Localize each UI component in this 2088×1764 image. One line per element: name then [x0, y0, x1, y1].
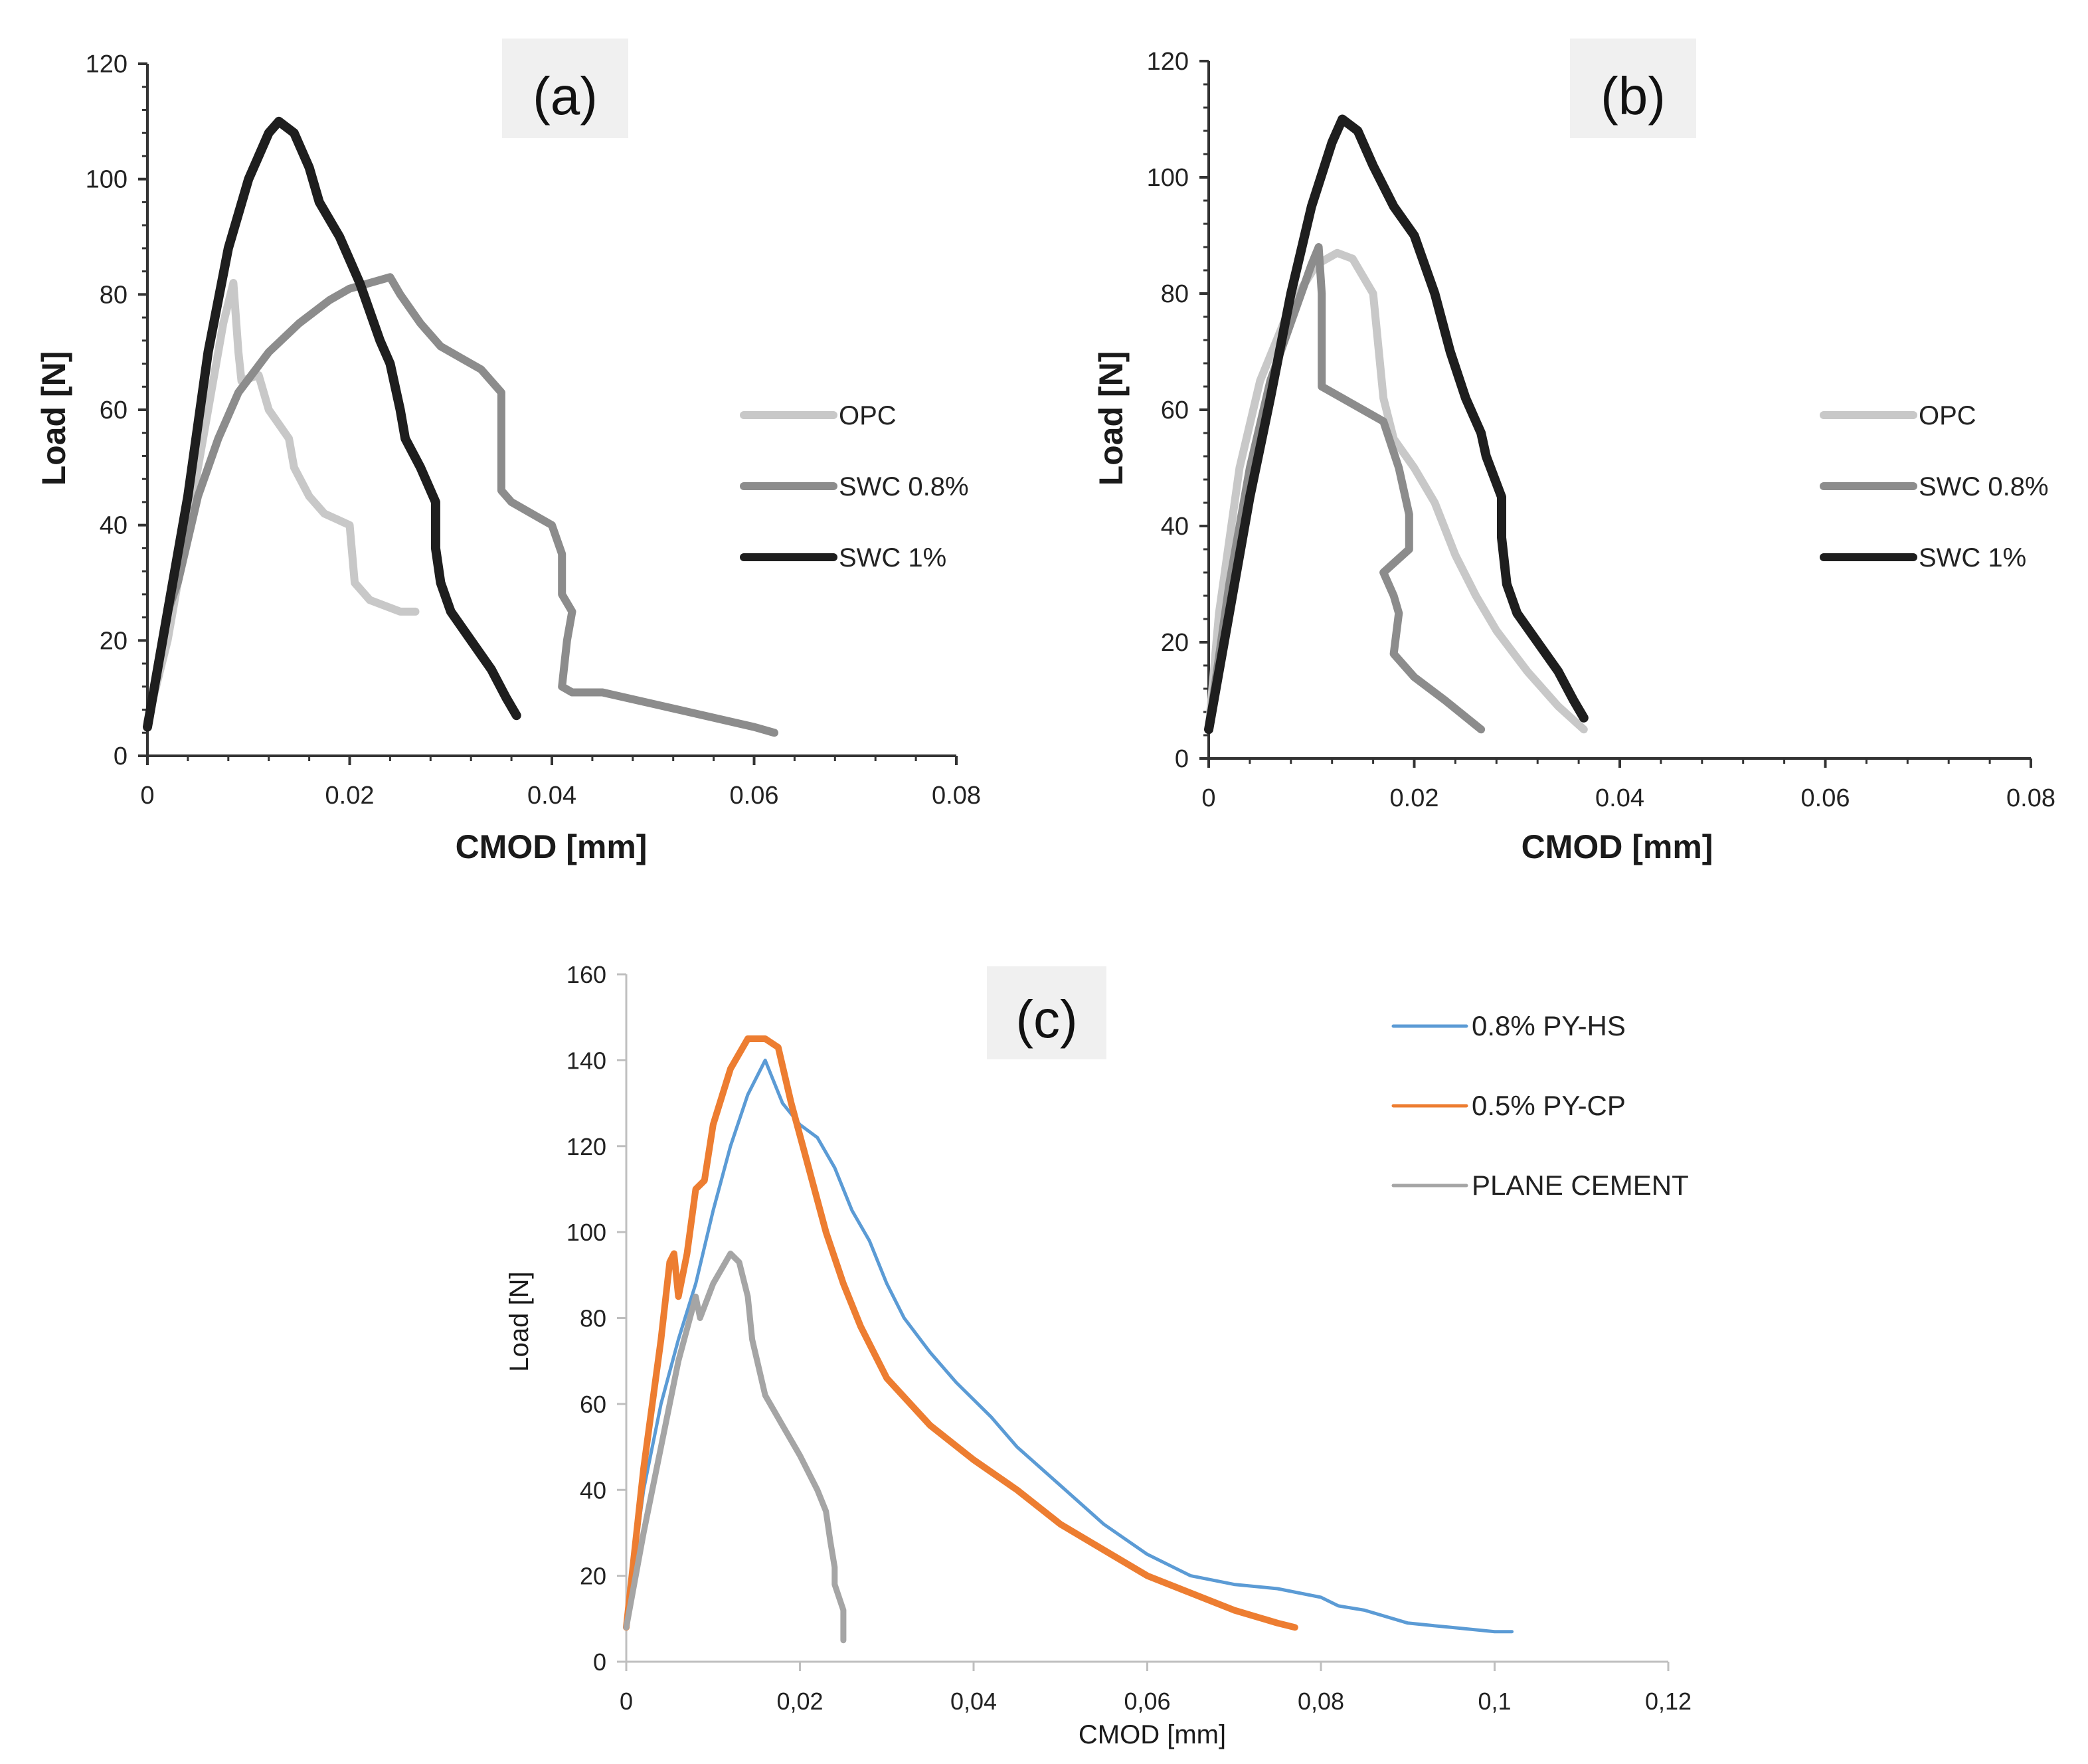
- legend-label: 0.8% PY-HS: [1472, 1010, 1626, 1041]
- x-tick-label: 0.04: [527, 782, 576, 810]
- y-tick-label: 100: [566, 1219, 606, 1246]
- legend-label: OPC: [1919, 401, 1976, 430]
- y-tick-label: 40: [580, 1476, 606, 1504]
- legend-label: SWC 0.8%: [839, 472, 969, 501]
- legend-label: 0.5% PY-CP: [1472, 1090, 1626, 1121]
- x-tick-label: 0.06: [730, 782, 779, 810]
- series-line-swc-1: [1204, 114, 1589, 735]
- y-tick-label: 0: [593, 1648, 606, 1676]
- x-tick-label: 0,08: [1298, 1688, 1344, 1715]
- y-tick-label: 60: [100, 397, 128, 424]
- y-tick-label: 0: [1175, 745, 1189, 773]
- panel-c-chart: (c) 0 20 40 60 80 100 120 140 160 0 0,02 0,04 0,06 0,…: [505, 961, 1692, 1749]
- x-tick-label: 0.08: [932, 782, 981, 810]
- x-tick-label: 0,04: [950, 1688, 997, 1715]
- y-axis-title-b: Load [N]: [1092, 351, 1130, 486]
- x-axis-title-b: CMOD [mm]: [1522, 828, 1713, 865]
- x-tick-label: 0: [140, 782, 154, 810]
- x-tick-label: 0,1: [1478, 1688, 1511, 1715]
- x-tick-label: 0.06: [1801, 784, 1850, 812]
- series-line-plane-cement: [623, 1251, 847, 1644]
- x-tick-label: 0,06: [1124, 1688, 1170, 1715]
- panel-label-b: (b): [1601, 66, 1666, 126]
- series-line-swc-1: [143, 116, 521, 732]
- panel-a-chart: (a) 0 20 40 60 80 100 120 0 0.02 0.04 0.06 0.08 CMO…: [35, 39, 981, 865]
- y-tick-label: 0: [114, 743, 128, 770]
- panel-label-c: (c): [1015, 990, 1077, 1049]
- x-tick-label: 0.02: [1390, 784, 1439, 812]
- y-tick-label: 80: [580, 1305, 606, 1332]
- panel-label-a: (a): [533, 66, 598, 126]
- y-tick-label: 20: [580, 1563, 606, 1590]
- y-tick-label: 120: [1147, 48, 1189, 76]
- x-tick-label: 0.08: [2006, 784, 2055, 812]
- x-tick-label: 0,12: [1645, 1688, 1692, 1715]
- y-tick-label: 40: [1161, 513, 1189, 541]
- y-axis-title-c: Load [N]: [505, 1271, 534, 1371]
- legend-label: SWC 1%: [1919, 543, 2026, 573]
- y-tick-label: 20: [1161, 629, 1189, 657]
- x-tick-label: 0.02: [325, 782, 375, 810]
- y-tick-label: 120: [86, 50, 128, 78]
- panel-label-box-c: [987, 966, 1106, 1059]
- y-tick-label: 160: [566, 961, 606, 988]
- y-tick-label: 100: [86, 166, 128, 194]
- legend-label: OPC: [839, 401, 897, 430]
- panel-label-box-a: [502, 39, 628, 138]
- series-line-opc: [1205, 248, 1588, 734]
- x-axis-title-a: CMOD [mm]: [456, 828, 648, 865]
- series-line-swc-0-8: [143, 273, 778, 737]
- x-tick-label: 0,02: [776, 1688, 823, 1715]
- legend-label: PLANE CEMENT: [1472, 1170, 1689, 1201]
- x-axis-title-c: CMOD [mm]: [1079, 1720, 1226, 1749]
- y-axis-title-a: Load [N]: [35, 351, 72, 486]
- series-line-0-5-py-cp: [623, 1035, 1298, 1631]
- y-tick-label: 60: [1161, 397, 1189, 424]
- legend-label: SWC 0.8%: [1919, 472, 2049, 501]
- y-tick-label: 120: [566, 1133, 606, 1160]
- panel-label-box-b: [1570, 39, 1696, 138]
- series-line-opc: [143, 279, 420, 725]
- x-tick-label: 0: [1201, 784, 1215, 812]
- series-line-0-8-py-hs: [624, 1058, 1514, 1634]
- y-tick-label: 40: [100, 512, 128, 540]
- x-tick-label: 0.04: [1595, 784, 1644, 812]
- y-tick-label: 80: [100, 281, 128, 309]
- panel-b-chart: (b) 0 20 40 60 80 100 120 0 0.02 0.04 0.06 0.08 CMO…: [1092, 39, 2055, 865]
- y-tick-label: 100: [1147, 164, 1189, 192]
- y-tick-label: 140: [566, 1047, 606, 1074]
- y-tick-label: 20: [100, 627, 128, 655]
- legend-label: SWC 1%: [839, 543, 946, 573]
- y-tick-label: 60: [580, 1391, 606, 1418]
- y-tick-label: 80: [1161, 280, 1189, 308]
- x-tick-label: 0: [620, 1688, 633, 1715]
